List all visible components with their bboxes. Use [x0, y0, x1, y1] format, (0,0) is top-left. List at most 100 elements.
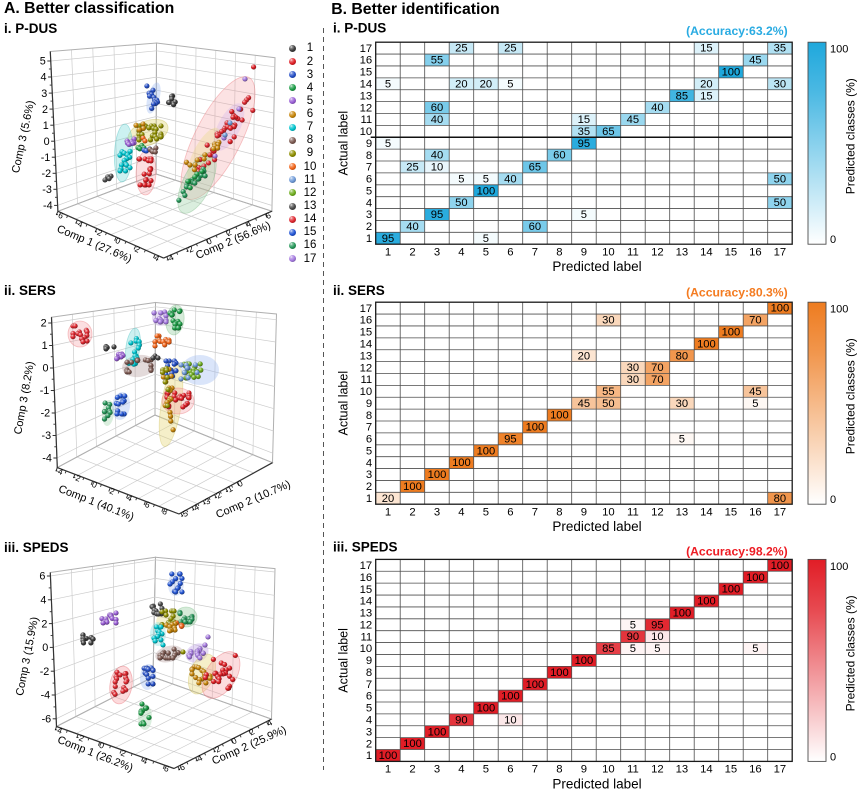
- svg-text:1: 1: [385, 764, 391, 776]
- svg-text:-4: -4: [189, 502, 201, 515]
- svg-text:25: 25: [455, 43, 467, 55]
- svg-text:Comp 3 (15.9%): Comp 3 (15.9%): [14, 616, 41, 697]
- svg-text:Predicted label: Predicted label: [552, 259, 641, 274]
- svg-text:Comp 3 (8.2%): Comp 3 (8.2%): [12, 361, 37, 436]
- svg-text:50: 50: [602, 398, 614, 410]
- svg-text:70: 70: [651, 362, 663, 374]
- svg-text:-3: -3: [41, 430, 51, 442]
- svg-text:1: 1: [42, 340, 48, 352]
- svg-text:5: 5: [483, 246, 489, 258]
- svg-text:17: 17: [774, 506, 787, 518]
- svg-text:1: 1: [385, 506, 391, 518]
- svg-text:40: 40: [406, 221, 418, 233]
- svg-text:14: 14: [360, 339, 373, 351]
- svg-text:0: 0: [98, 740, 106, 751]
- svg-text:8: 8: [556, 246, 562, 258]
- svg-text:6: 6: [39, 571, 45, 583]
- svg-text:0: 0: [830, 494, 836, 506]
- svg-text:10: 10: [360, 126, 373, 138]
- svg-text:6: 6: [507, 764, 513, 776]
- svg-text:-4: -4: [54, 465, 65, 477]
- svg-text:2: 2: [41, 318, 47, 330]
- svg-text:3: 3: [41, 88, 47, 100]
- svg-text:11: 11: [360, 114, 372, 126]
- svg-text:100: 100: [746, 572, 765, 584]
- svg-text:5: 5: [483, 764, 489, 776]
- svg-text:100: 100: [379, 750, 398, 762]
- svg-text:20: 20: [455, 78, 467, 90]
- svg-text:20: 20: [480, 78, 492, 90]
- svg-text:5: 5: [752, 398, 758, 410]
- svg-text:85: 85: [676, 90, 688, 102]
- svg-text:4: 4: [458, 246, 464, 258]
- svg-text:2: 2: [133, 244, 142, 255]
- svg-text:7: 7: [366, 162, 372, 174]
- svg-text:11: 11: [627, 764, 639, 776]
- svg-text:2: 2: [247, 726, 256, 737]
- svg-text:12: 12: [360, 362, 373, 374]
- svg-text:-2: -2: [40, 666, 50, 678]
- svg-text:5: 5: [366, 185, 372, 197]
- svg-text:40: 40: [504, 173, 516, 185]
- svg-text:5: 5: [679, 433, 685, 445]
- svg-text:9: 9: [366, 655, 372, 667]
- svg-text:Comp 1 (27.6%): Comp 1 (27.6%): [55, 223, 133, 265]
- svg-text:90: 90: [455, 714, 467, 726]
- svg-text:100: 100: [477, 703, 496, 715]
- svg-text:11: 11: [360, 374, 372, 386]
- svg-text:4: 4: [458, 764, 464, 776]
- svg-text:4: 4: [458, 506, 464, 518]
- svg-text:2: 2: [366, 221, 372, 233]
- svg-text:12: 12: [651, 506, 664, 518]
- svg-text:15: 15: [360, 67, 373, 79]
- svg-text:17: 17: [360, 43, 373, 55]
- svg-text:4: 4: [126, 492, 134, 503]
- svg-text:3: 3: [434, 764, 440, 776]
- svg-text:0: 0: [230, 735, 239, 746]
- svg-text:15: 15: [725, 246, 738, 258]
- svg-text:Actual label: Actual label: [337, 628, 351, 693]
- svg-text:4: 4: [141, 755, 149, 766]
- svg-text:100: 100: [830, 44, 848, 56]
- svg-text:100: 100: [771, 560, 790, 572]
- svg-text:13: 13: [676, 764, 689, 776]
- svg-text:95: 95: [651, 619, 663, 631]
- svg-text:35: 35: [774, 43, 786, 55]
- svg-text:13: 13: [360, 350, 373, 362]
- svg-text:2: 2: [42, 104, 48, 116]
- svg-text:2: 2: [366, 738, 372, 750]
- svg-text:45: 45: [749, 386, 761, 398]
- svg-text:13: 13: [360, 608, 373, 620]
- svg-text:45: 45: [578, 398, 590, 410]
- svg-text:20: 20: [700, 78, 712, 90]
- svg-text:B. Better identification: B. Better identification: [331, 1, 500, 18]
- svg-text:0: 0: [42, 642, 48, 654]
- svg-text:95: 95: [431, 209, 443, 221]
- svg-text:2: 2: [119, 748, 127, 759]
- svg-text:8: 8: [161, 506, 169, 517]
- svg-text:100: 100: [722, 67, 741, 79]
- svg-text:2: 2: [366, 481, 372, 493]
- svg-text:50: 50: [774, 173, 786, 185]
- svg-text:Predicted classes (%): Predicted classes (%): [843, 338, 857, 454]
- svg-text:5: 5: [385, 78, 391, 90]
- svg-text:95: 95: [578, 138, 590, 150]
- svg-text:-6: -6: [42, 714, 52, 726]
- svg-text:100: 100: [550, 410, 569, 422]
- svg-text:8: 8: [366, 410, 372, 422]
- svg-text:16: 16: [360, 315, 373, 327]
- svg-text:5: 5: [366, 703, 372, 715]
- svg-text:6: 6: [366, 691, 372, 703]
- svg-text:5: 5: [483, 506, 489, 518]
- svg-text:30: 30: [627, 362, 639, 374]
- svg-text:6: 6: [366, 434, 372, 446]
- svg-text:14: 14: [360, 596, 373, 608]
- svg-text:20: 20: [382, 493, 394, 505]
- svg-text:30: 30: [774, 78, 786, 90]
- svg-text:3: 3: [366, 726, 372, 738]
- svg-text:-1: -1: [41, 152, 51, 164]
- svg-text:80: 80: [676, 350, 688, 362]
- svg-text:100: 100: [452, 457, 471, 469]
- svg-text:5: 5: [507, 78, 513, 90]
- svg-text:100: 100: [428, 726, 447, 738]
